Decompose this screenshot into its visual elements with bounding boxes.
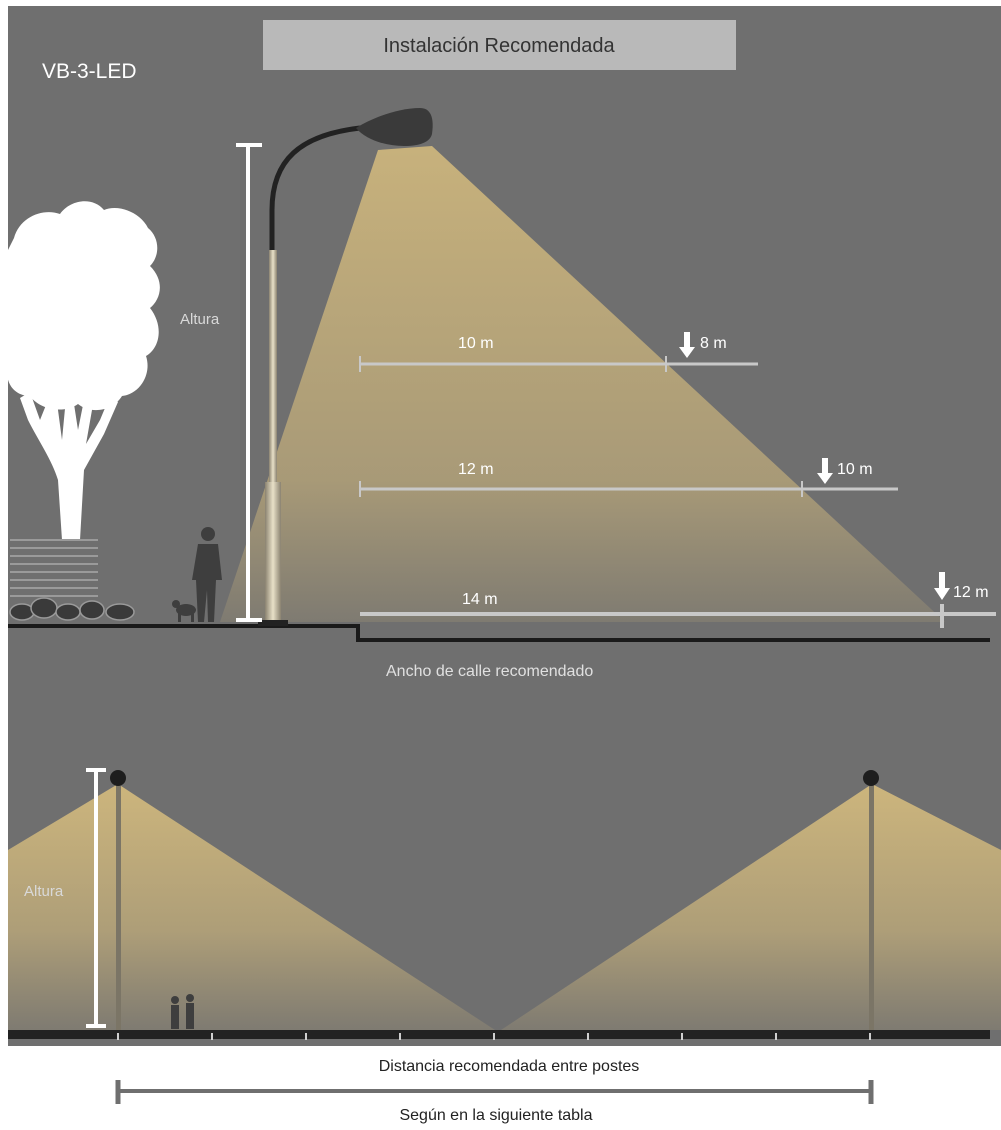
arrow-down-icon: [817, 458, 833, 484]
ground-ticks: [117, 1033, 871, 1040]
front-light-beam-right: [501, 784, 1001, 1030]
front-light-beam-left: [8, 784, 495, 1030]
pedestrians-icon: [171, 994, 194, 1029]
pole-height-value-1: 8 m: [700, 335, 727, 352]
distance-bar: [115, 1080, 874, 1104]
pole-height-value-3: 12 m: [953, 584, 989, 601]
shrubs: [9, 597, 135, 621]
arrow-down-icon: [934, 572, 950, 600]
front-height-bar: [86, 768, 106, 1028]
side-street-pole: [258, 125, 361, 626]
front-height-label: Altura: [24, 883, 64, 900]
luminaire-head-icon: [356, 108, 433, 146]
table-note: Según en la siguiente tabla: [399, 1107, 592, 1124]
street-width-row-2: 12 m 10 m: [359, 458, 898, 497]
distance-caption: Distancia recomendada entre postes: [379, 1058, 640, 1075]
street-width-row-3: 14 m 12 m: [360, 572, 996, 628]
model-label: VB-3-LED: [42, 60, 137, 83]
street-width-value-2: 12 m: [458, 461, 494, 478]
street-width-value-1: 10 m: [458, 335, 494, 352]
page-title: Instalación Recomendada: [383, 35, 615, 57]
hedge: [10, 539, 98, 597]
street-width-value-3: 14 m: [462, 591, 498, 608]
side-height-label: Altura: [180, 311, 220, 328]
title-box: [263, 20, 736, 70]
front-pole-right: [863, 770, 879, 1030]
pedestrian-icon: [192, 527, 222, 622]
sidewalk-ground: [8, 624, 990, 642]
pole-height-value-2: 10 m: [837, 461, 873, 478]
street-width-caption: Ancho de calle recomendado: [386, 663, 593, 680]
side-light-beam: [220, 146, 945, 622]
front-pole-left: [110, 770, 126, 1030]
dog-icon: [172, 600, 196, 622]
tree-icon: [7, 201, 160, 540]
street-width-row-1: 10 m 8 m: [359, 332, 758, 372]
arrow-down-icon: [679, 332, 695, 358]
front-ground: [8, 1030, 990, 1039]
side-height-bar: [236, 143, 262, 622]
